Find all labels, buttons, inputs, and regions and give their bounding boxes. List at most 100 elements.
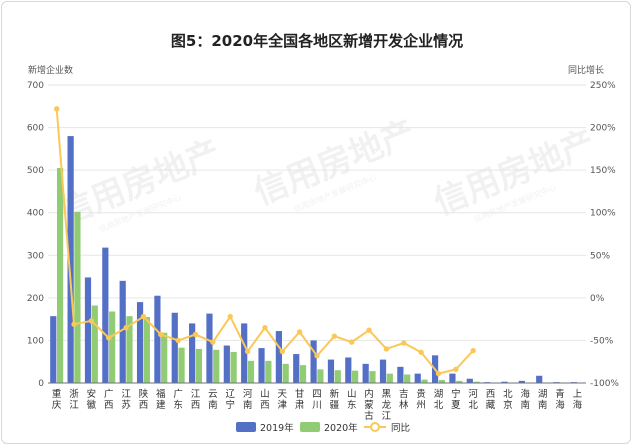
line-point xyxy=(140,313,147,320)
bar-2019 xyxy=(154,295,161,383)
x-tick-label: 河北 xyxy=(468,388,478,411)
x-tick-label: 辽宁 xyxy=(225,388,235,411)
line-point xyxy=(296,329,303,335)
line-point xyxy=(418,349,424,356)
bar-2019 xyxy=(223,345,230,383)
y-left-tick-label: 200 xyxy=(27,294,44,304)
x-tick-label: 新疆 xyxy=(330,388,340,411)
line-point xyxy=(244,348,251,355)
bar-2020 xyxy=(213,349,220,383)
x-tick-label: 江苏 xyxy=(121,389,131,411)
x-tick-label: 青海 xyxy=(555,388,565,411)
bar-2019 xyxy=(362,363,369,383)
chart-title: 图5：2020年全国各地区新增开发企业情况 xyxy=(170,32,464,50)
bar-2019 xyxy=(102,247,109,383)
x-tick-label: 安徽 xyxy=(87,388,97,411)
bar-2019 xyxy=(293,354,300,383)
x-tick-label: 内蒙古 xyxy=(364,388,374,422)
bar-2020 xyxy=(91,305,98,383)
bar-2019 xyxy=(171,312,178,383)
y-left-axis-title: 新增企业数 xyxy=(28,64,73,76)
bar-2019 xyxy=(50,316,57,383)
x-tick-label: 天津 xyxy=(278,389,288,411)
bar-2020 xyxy=(473,381,480,383)
legend-swatch-2020 xyxy=(300,422,320,432)
bar-2019 xyxy=(275,331,282,383)
x-tick-label: 陕西 xyxy=(139,388,149,411)
bar-2019 xyxy=(536,375,543,383)
y-left-tick-label: 500 xyxy=(27,166,44,176)
x-tick-label: 广东 xyxy=(173,388,183,411)
bar-2019 xyxy=(189,323,196,383)
x-tick-label: 甘肃 xyxy=(295,388,305,411)
line-point xyxy=(349,339,355,345)
y-right-tick-label: 200% xyxy=(590,124,616,134)
bar-2020 xyxy=(143,317,150,383)
bar-2020 xyxy=(404,374,411,383)
line-point xyxy=(53,106,60,112)
x-tick-label: 四川 xyxy=(312,389,322,411)
line-point xyxy=(106,335,112,341)
bar-2020 xyxy=(109,311,116,383)
bar-2020 xyxy=(456,380,463,383)
legend-swatch-2019 xyxy=(236,422,256,432)
bar-2019 xyxy=(345,357,352,383)
legend-marker-yoy xyxy=(370,422,380,432)
x-tick-label: 西藏 xyxy=(486,389,496,411)
line-point xyxy=(435,370,442,377)
bar-2020 xyxy=(265,360,272,383)
bar-2019 xyxy=(414,373,421,383)
bar-2019 xyxy=(397,366,404,383)
bar-2019 xyxy=(84,277,92,383)
bar-2020 xyxy=(178,347,185,383)
bar-2020 xyxy=(386,373,393,383)
x-tick-label: 江西 xyxy=(191,389,201,411)
bar-2020 xyxy=(126,316,133,383)
y-left-tick-label: 400 xyxy=(27,209,44,219)
y-right-tick-label: -100% xyxy=(590,379,619,389)
bar-2019 xyxy=(241,323,248,383)
line-point xyxy=(192,331,199,338)
y-right-tick-label: 50% xyxy=(590,251,610,261)
bar-2020 xyxy=(438,380,445,383)
legend-label-2020: 2020年 xyxy=(324,422,358,434)
y-left-tick-label: 300 xyxy=(27,251,44,261)
bar-2020 xyxy=(161,332,168,383)
y-right-axis-title: 同比增长 xyxy=(568,64,604,76)
bar-2020 xyxy=(282,363,289,383)
bar-2019 xyxy=(449,373,456,383)
x-tick-label: 浙江 xyxy=(69,388,79,411)
line-point xyxy=(314,353,320,359)
line-point xyxy=(71,321,77,327)
bar-2020 xyxy=(369,371,376,383)
x-tick-label: 北京 xyxy=(503,389,513,411)
line-point xyxy=(158,331,164,338)
line-point xyxy=(210,339,216,345)
bar-2020 xyxy=(317,369,324,383)
bar-2020 xyxy=(74,211,81,383)
y-right-tick-label: 150% xyxy=(590,166,616,176)
line-point xyxy=(331,333,338,339)
line-point xyxy=(262,324,268,331)
line-point xyxy=(175,337,181,344)
x-tick-label: 湖北 xyxy=(434,389,444,411)
bar-2019 xyxy=(136,302,144,383)
bar-2019 xyxy=(379,359,387,383)
y-right-tick-label: 100% xyxy=(590,209,616,219)
y-right-tick-label: 250% xyxy=(590,81,616,91)
line-point xyxy=(279,348,285,355)
bar-2019 xyxy=(466,378,473,383)
bar-2019 xyxy=(501,381,508,383)
bar-2020 xyxy=(299,365,307,383)
x-tick-label: 重庆 xyxy=(52,388,62,411)
line-point xyxy=(453,366,459,373)
y-right-tick-label: -50% xyxy=(590,336,614,346)
bar-2020 xyxy=(334,370,341,383)
bar-2020 xyxy=(195,348,203,383)
x-tick-label: 贵州 xyxy=(416,388,426,411)
bar-2020 xyxy=(352,370,359,383)
x-tick-label: 吉林 xyxy=(399,389,409,411)
y-left-tick-label: 600 xyxy=(27,124,44,134)
y-left-tick-label: 700 xyxy=(27,81,44,91)
